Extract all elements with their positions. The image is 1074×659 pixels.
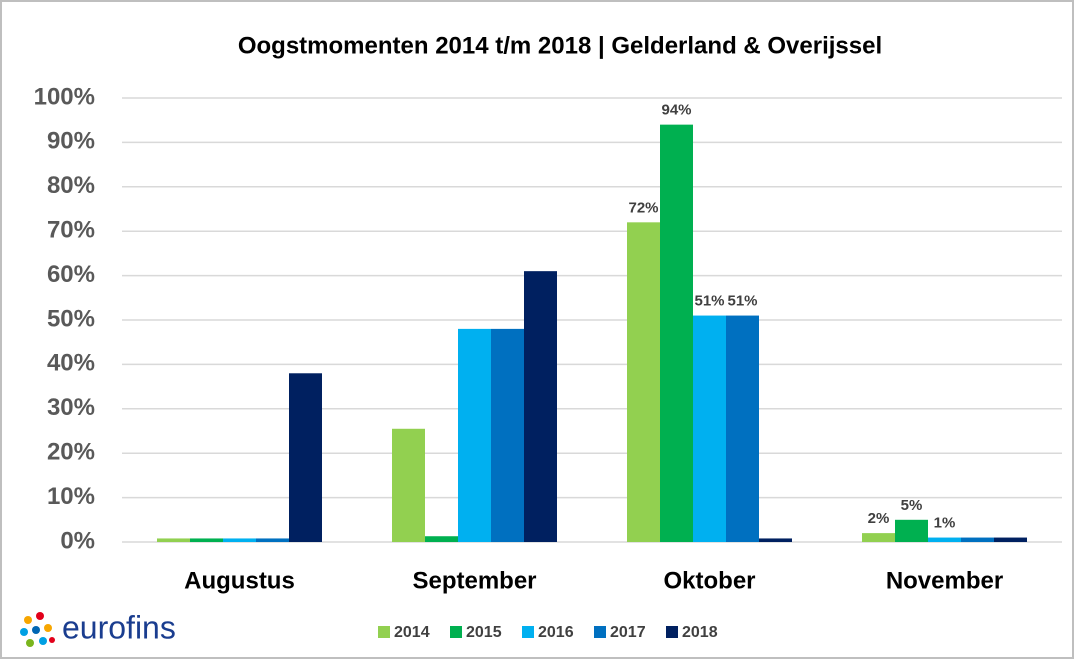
y-tick-label: 50% [47, 305, 95, 332]
bar [961, 537, 994, 542]
legend-swatch [522, 626, 534, 638]
legend-swatch [378, 626, 390, 638]
logo-dots [20, 612, 55, 647]
legend-label: 2017 [610, 624, 646, 641]
y-tick-label: 30% [47, 394, 95, 421]
y-tick-label: 10% [47, 483, 95, 510]
bar [458, 328, 491, 542]
data-label: 94% [661, 102, 691, 119]
bar [491, 328, 524, 542]
legend-label: 2018 [682, 624, 718, 641]
data-label: 5% [901, 497, 923, 514]
bar [289, 373, 322, 542]
logo-text: eurofins [62, 609, 176, 645]
legend-label: 2014 [394, 624, 430, 641]
bar [627, 222, 660, 542]
data-label: 51% [694, 293, 724, 310]
legend-label: 2016 [538, 624, 574, 641]
y-tick-label: 20% [47, 439, 95, 466]
data-label: 2% [868, 510, 890, 527]
bar [928, 537, 961, 542]
x-tick-label: September [412, 567, 536, 594]
bar [862, 533, 895, 542]
bar [994, 537, 1027, 542]
legend-swatch [594, 626, 606, 638]
bar [425, 536, 458, 542]
bar [660, 124, 693, 542]
legend-swatch [666, 626, 678, 638]
bar [190, 538, 223, 542]
y-tick-label: 0% [60, 527, 95, 554]
bar [157, 538, 190, 542]
bar [256, 538, 289, 542]
legend-label: 2015 [466, 624, 502, 641]
data-label: 1% [934, 515, 956, 532]
bar [392, 428, 425, 542]
y-tick-label: 90% [47, 128, 95, 155]
y-tick-label: 40% [47, 350, 95, 377]
data-label: 72% [628, 199, 658, 216]
data-label: 51% [727, 293, 757, 310]
chart-title: Oogstmomenten 2014 t/m 2018 | Gelderland… [238, 32, 882, 59]
bar [759, 538, 792, 542]
bar [726, 315, 759, 542]
legend-swatch [450, 626, 462, 638]
y-tick-label: 80% [47, 172, 95, 199]
y-tick-label: 70% [47, 217, 95, 244]
y-tick-label: 60% [47, 261, 95, 288]
bar [223, 538, 256, 542]
bar [524, 271, 557, 542]
y-tick-label: 100% [34, 83, 95, 110]
bar [693, 315, 726, 542]
x-tick-label: Oktober [663, 567, 755, 594]
x-tick-label: Augustus [184, 567, 295, 594]
bar [895, 519, 928, 542]
x-tick-label: November [886, 567, 1003, 594]
